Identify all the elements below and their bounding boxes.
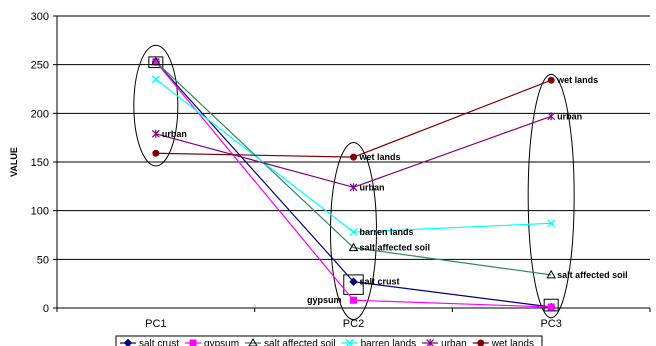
y-tick-label: 200 [31,108,49,120]
data-point-salt-affected-soil [546,269,557,279]
annotation-label: urban [557,111,582,121]
legend-label: gypsum [204,339,239,346]
marker-stroke [547,219,556,228]
data-point-salt-affected-soil [348,242,359,252]
data-point-wet-lands [152,149,160,157]
series-line-wet-lands [155,79,552,158]
annotation-label: wet lands [556,75,598,85]
annotations: urban wet lands urban barren lands salt affe… [162,75,628,305]
x-tick-labels: PC1 PC2 PC3 [145,318,562,330]
highlight-ellipse-pc1 [133,44,179,167]
data-point-barren-lands [151,75,160,84]
x-tick-label-pc2: PC2 [343,318,364,330]
legend-item-gypsum: gypsum [185,339,239,346]
y-tick-label: 150 [31,157,49,169]
data-point-salt-affected-soil [150,56,161,66]
y-tick-label: 250 [31,60,49,72]
x-tick-label-pc1: PC1 [145,318,166,330]
legend-marker [248,337,258,346]
y-tick-label: 300 [31,11,49,23]
annotation-label: salt crust [360,277,400,287]
marker-stroke [349,228,358,237]
data-point-barren-lands [349,228,358,237]
annotation-label: urban [162,129,187,139]
marker-stroke [151,75,160,84]
legend-label: salt crust [139,339,179,346]
legend-label: wet lands [491,339,534,346]
x-tick-label-pc3: PC3 [540,318,561,330]
axes [53,15,651,312]
marker-stroke [345,339,354,346]
data-point-gypsum [350,296,357,304]
y-tick-label: 0 [43,303,49,315]
series-line-salt-affected-soil [155,61,552,276]
y-axis-title: VALUE [9,147,19,177]
annotation-label: wet lands [359,152,401,162]
series-group [150,56,557,312]
legend-item-wet-lands: wet lands [472,339,534,346]
annotation-label: urban [360,182,385,192]
highlight-ellipse-pc3 [527,73,575,319]
legend-item-barren-lands: barren lands [341,339,417,346]
series-urban [151,112,556,192]
legend-box [115,335,543,346]
y-tick-label: 100 [31,206,49,218]
legend-marker [189,339,197,346]
legend-label: salt affected soil [264,339,336,346]
legend-label: barren lands [361,339,417,346]
legend: salt crust gypsum salt affected soil barren… [115,335,543,346]
legend-marker [477,339,485,346]
legend-item-salt-affected-soil: salt affected soil [245,337,336,346]
legend-marker [345,339,354,346]
series-barren-lands [151,75,556,237]
series-salt-affected-soil [150,56,557,279]
annotation-label: salt affected soil [557,270,628,280]
data-point-wet-lands [547,76,555,84]
highlight-box-pc2 [343,274,364,295]
data-point-urban [349,183,358,192]
annotation-label: gypsum [307,295,342,305]
legend-item-salt-crust: salt crust [120,339,179,346]
data-point-urban [547,112,556,121]
y-tick-labels: 0 50 100 150 200 250 300 [31,11,49,315]
data-point-barren-lands [547,219,556,228]
data-point-salt-crust [349,277,358,286]
annotation-label: salt affected soil [360,243,431,253]
gridlines [57,15,650,260]
legend-marker [123,338,133,346]
legend-label: urban [441,339,467,346]
data-point-urban [151,129,160,138]
series-wet-lands [152,76,555,161]
y-tick-label: 50 [37,254,49,266]
data-point-gypsum [547,303,555,311]
data-point-wet-lands [350,153,357,161]
annotation-label: barren lands [360,227,414,237]
